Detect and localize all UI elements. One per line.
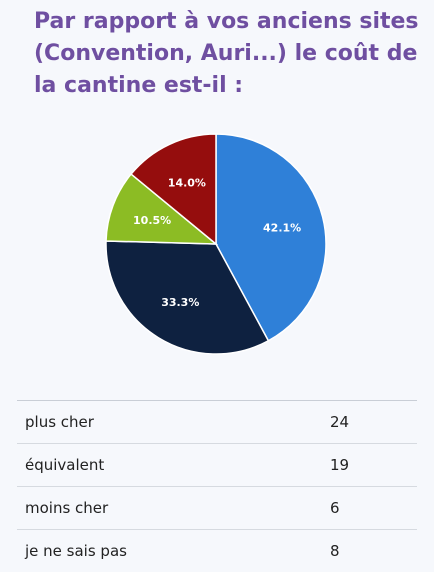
table-row: équivalent 19 [17,444,417,487]
chart-title: Par rapport à vos anciens sites (Convent… [34,9,419,98]
table-row: plus cher 24 [17,401,417,444]
row-label: moins cher [25,499,109,517]
slice-label-3: 14.0% [168,176,206,189]
results-table: plus cher 24 équivalent 19 moins cher 6 … [17,400,417,572]
pie-slice-2 [105,173,219,245]
pie-slice-0 [215,133,327,342]
row-count: 8 [330,542,340,560]
row-count: 24 [330,413,350,431]
pie-slice-3 [130,133,217,246]
row-count: 6 [330,499,340,517]
pie-chart: 42.1% 33.3% 10.5% 14.0% [105,133,327,355]
row-label: je ne sais pas [25,542,127,560]
row-label: équivalent [25,456,105,474]
table-row: je ne sais pas 8 [17,530,417,572]
row-count: 19 [330,456,350,474]
pie-slice-1 [105,240,270,355]
table-row: moins cher 6 [17,487,417,530]
slice-label-2: 10.5% [133,214,171,227]
slice-label-1: 33.3% [161,296,199,309]
slice-label-0: 42.1% [263,221,301,234]
row-label: plus cher [25,413,94,431]
